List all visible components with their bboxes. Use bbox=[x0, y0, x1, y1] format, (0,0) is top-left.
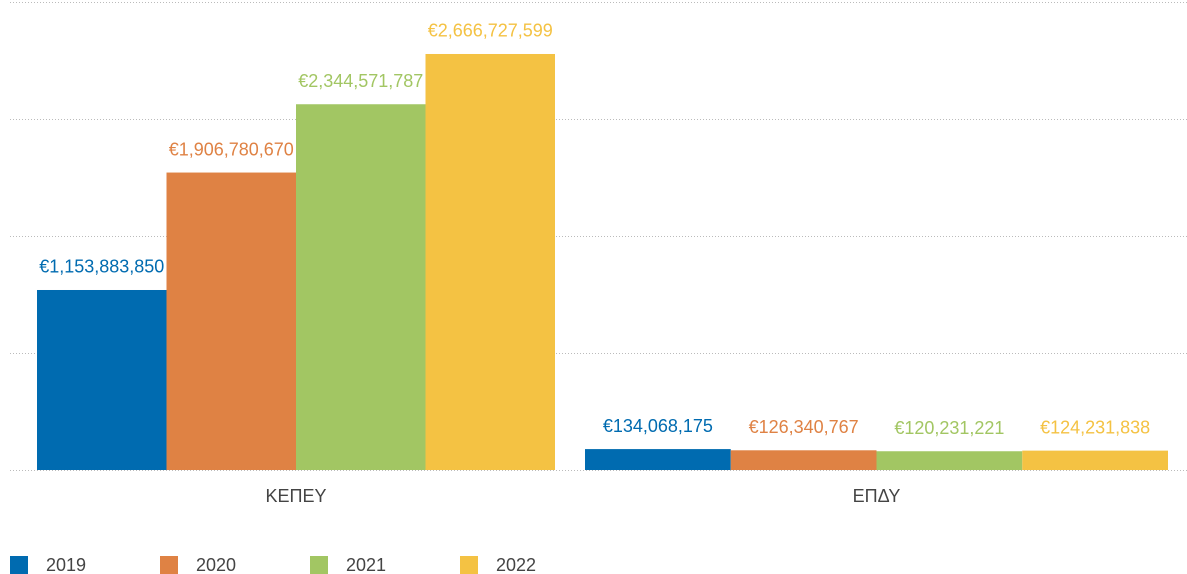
x-tick-label: ΕΠΔΥ bbox=[853, 486, 901, 506]
legend-label: 2020 bbox=[196, 555, 236, 574]
x-tick-label: ΚΕΠΕΥ bbox=[265, 486, 326, 506]
legend-swatch bbox=[10, 556, 28, 574]
legend-label: 2021 bbox=[346, 555, 386, 574]
data-label: €126,340,767 bbox=[749, 417, 859, 437]
data-label: €1,906,780,670 bbox=[169, 139, 294, 159]
data-label: €2,344,571,787 bbox=[298, 71, 423, 91]
legend-label: 2019 bbox=[46, 555, 86, 574]
bar bbox=[730, 450, 877, 470]
data-label: €134,068,175 bbox=[603, 416, 713, 436]
legend-swatch bbox=[310, 556, 328, 574]
data-label: €120,231,221 bbox=[894, 418, 1004, 438]
legend-swatch bbox=[460, 556, 478, 574]
bar bbox=[166, 172, 296, 470]
bar bbox=[1022, 450, 1168, 470]
bar bbox=[876, 451, 1023, 470]
bar bbox=[37, 289, 167, 470]
data-label: €2,666,727,599 bbox=[428, 21, 553, 41]
bar bbox=[585, 449, 731, 470]
bar bbox=[296, 104, 426, 471]
legend-swatch bbox=[160, 556, 178, 574]
data-label: €124,231,838 bbox=[1040, 417, 1150, 437]
legend-label: 2022 bbox=[496, 555, 536, 574]
data-label: €1,153,883,850 bbox=[39, 257, 164, 277]
bar bbox=[425, 53, 555, 471]
